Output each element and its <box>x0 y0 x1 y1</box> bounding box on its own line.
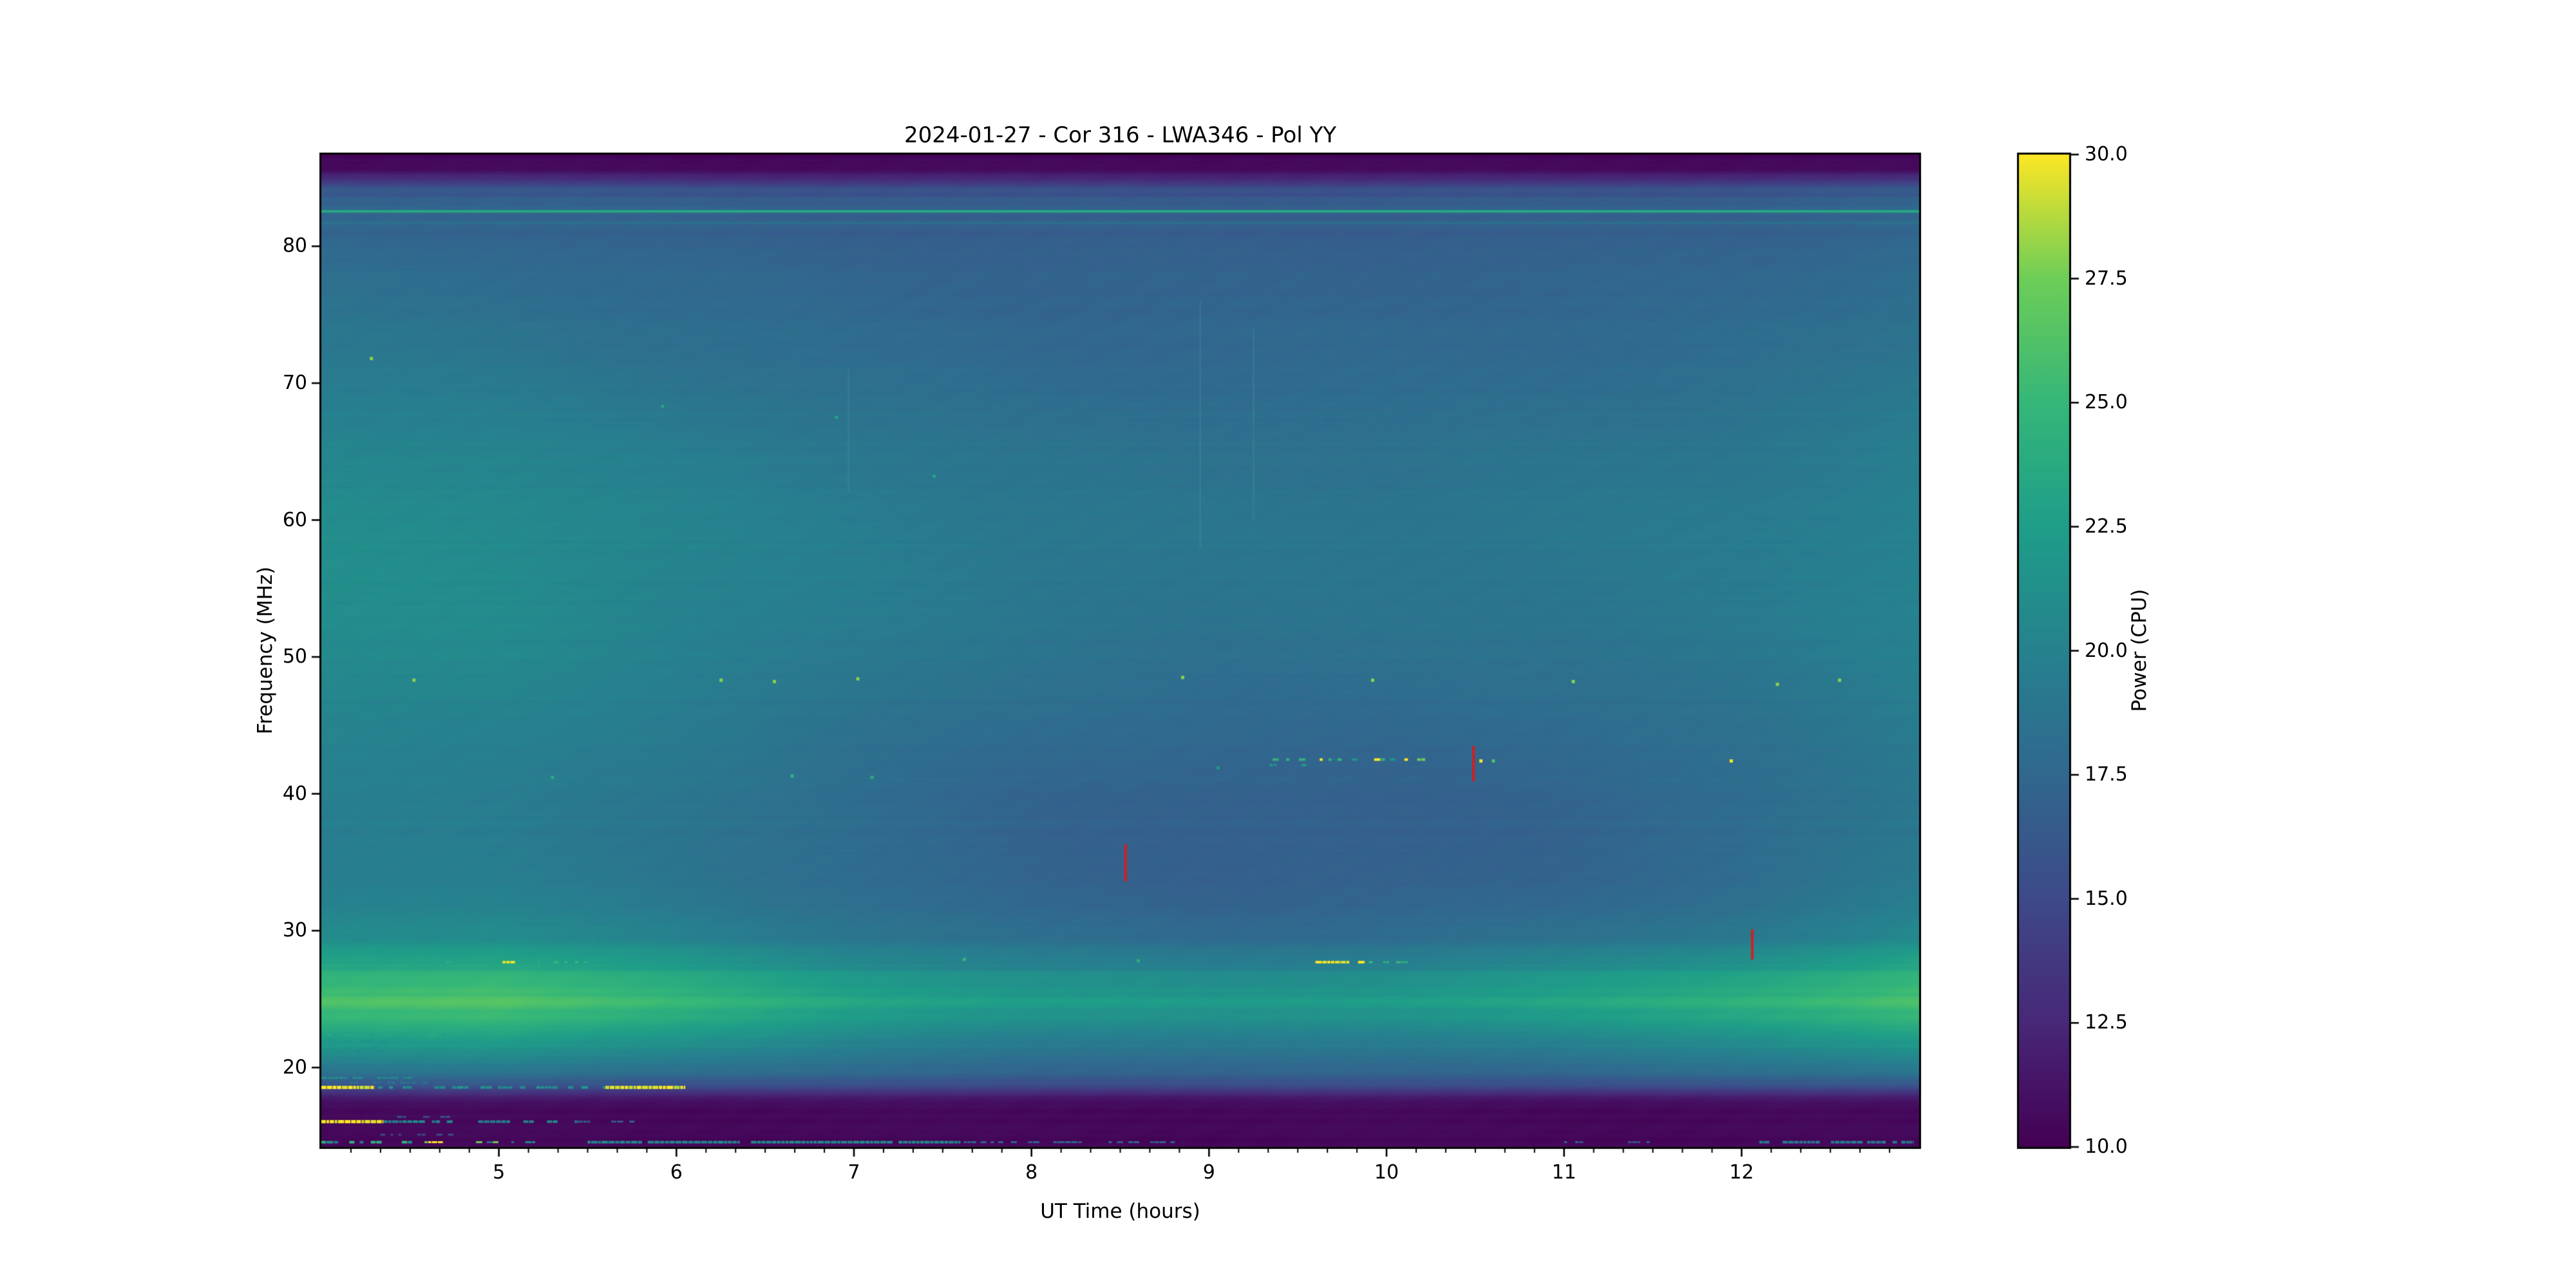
colorbar-tick-label: 17.5 <box>2085 763 2128 786</box>
colorbar-tick-label: 15.0 <box>2085 887 2128 910</box>
y-tick-label: 60 <box>282 508 307 531</box>
colorbar-tick-label: 27.5 <box>2085 267 2128 290</box>
y-tick-label: 40 <box>282 782 307 805</box>
colorbar-tick-label: 10.0 <box>2085 1135 2128 1158</box>
x-tick-label: 5 <box>493 1161 506 1184</box>
x-tick-label: 6 <box>670 1161 683 1184</box>
y-tick-label: 30 <box>282 919 307 942</box>
colorbar-tick-label: 12.5 <box>2085 1011 2128 1034</box>
y-tick-label: 50 <box>282 645 307 668</box>
x-axis-label: UT Time (hours) <box>1040 1200 1200 1223</box>
x-tick-label: 11 <box>1551 1161 1577 1184</box>
x-tick-label: 10 <box>1374 1161 1399 1184</box>
colorbar-tick-label: 20.0 <box>2085 639 2128 662</box>
x-tick-label: 7 <box>848 1161 860 1184</box>
y-tick-label: 20 <box>282 1056 307 1079</box>
x-tick-label: 8 <box>1025 1161 1038 1184</box>
y-tick-label: 80 <box>282 234 307 258</box>
colorbar-tick-label: 30.0 <box>2085 143 2128 166</box>
x-tick-label: 9 <box>1202 1161 1215 1184</box>
colorbar-tick-label: 25.0 <box>2085 391 2128 414</box>
colorbar-tick-label: 22.5 <box>2085 515 2128 538</box>
y-tick-label: 70 <box>282 371 307 394</box>
chart-title: 2024-01-27 - Cor 316 - LWA346 - Pol YY <box>904 122 1337 148</box>
x-tick-label: 12 <box>1729 1161 1754 1184</box>
